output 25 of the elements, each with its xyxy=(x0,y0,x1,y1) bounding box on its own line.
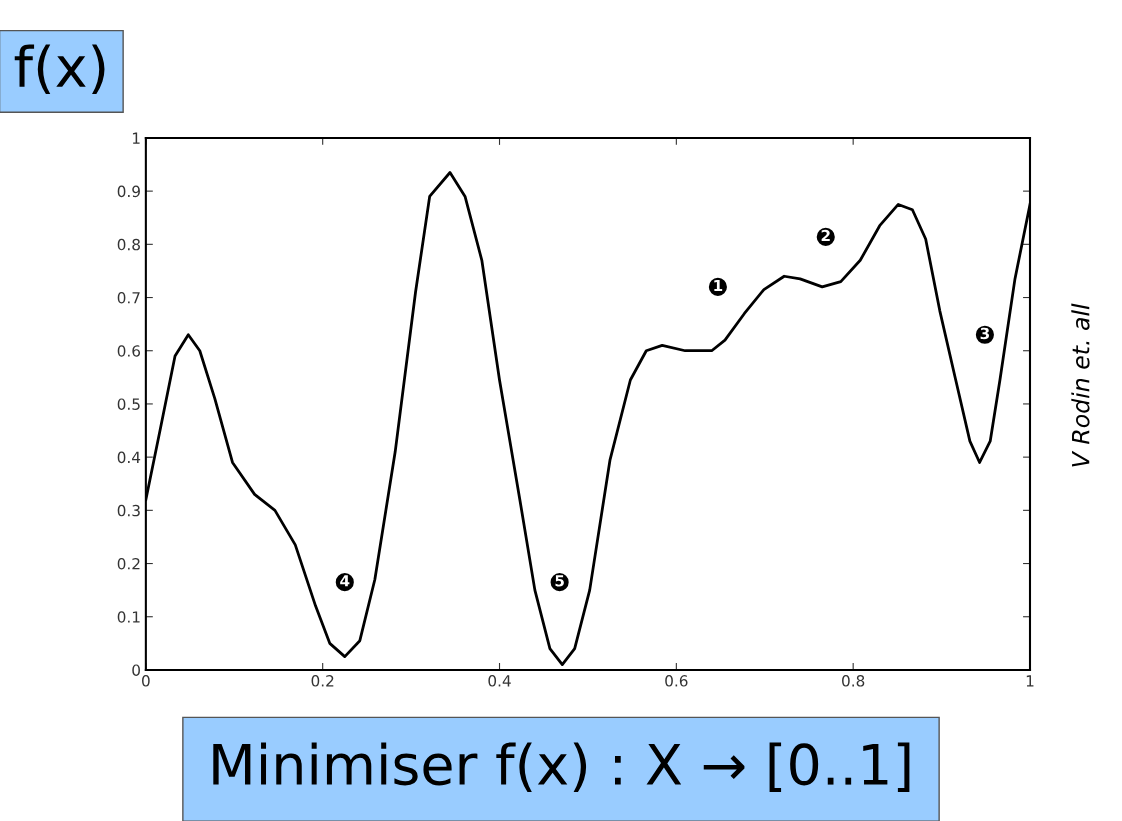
y-tick-label: 0.3 xyxy=(117,504,140,517)
x-axis-title: Minimiser f(x) : X → [0..1] xyxy=(213,742,910,792)
x-tick-label: 0.8 xyxy=(842,675,865,687)
annotation: 2 xyxy=(821,229,830,242)
x-tick-label: 0 xyxy=(142,675,150,687)
annotation: 4 xyxy=(340,575,350,587)
x-tick-label: 0.6 xyxy=(665,675,688,687)
annotation: 5 xyxy=(555,575,564,587)
y-tick-label: 0.5 xyxy=(117,398,140,410)
annotation: 1 xyxy=(714,279,723,292)
y-tick-label: 0 xyxy=(132,664,140,676)
text: V Rodin et. all xyxy=(1071,303,1090,467)
y-tick-label: 0.8 xyxy=(117,238,140,251)
y-tick-label: 0.1 xyxy=(117,611,140,623)
x-tick-label: 0.4 xyxy=(488,675,511,687)
chart-title: f(x) xyxy=(14,44,105,95)
y-tick-label: 0.9 xyxy=(117,185,140,198)
y-tick-label: 1 xyxy=(132,132,140,144)
y-tick-label: 0.6 xyxy=(117,345,141,357)
y-tick-label: 0.4 xyxy=(117,451,141,464)
y-tick-label: 0.2 xyxy=(117,558,140,570)
x-tick-label: 0.2 xyxy=(311,675,334,687)
x-tick-label: 1 xyxy=(1026,675,1034,687)
annotation: 3 xyxy=(980,327,990,340)
y-tick-label: 0.7 xyxy=(117,292,140,304)
